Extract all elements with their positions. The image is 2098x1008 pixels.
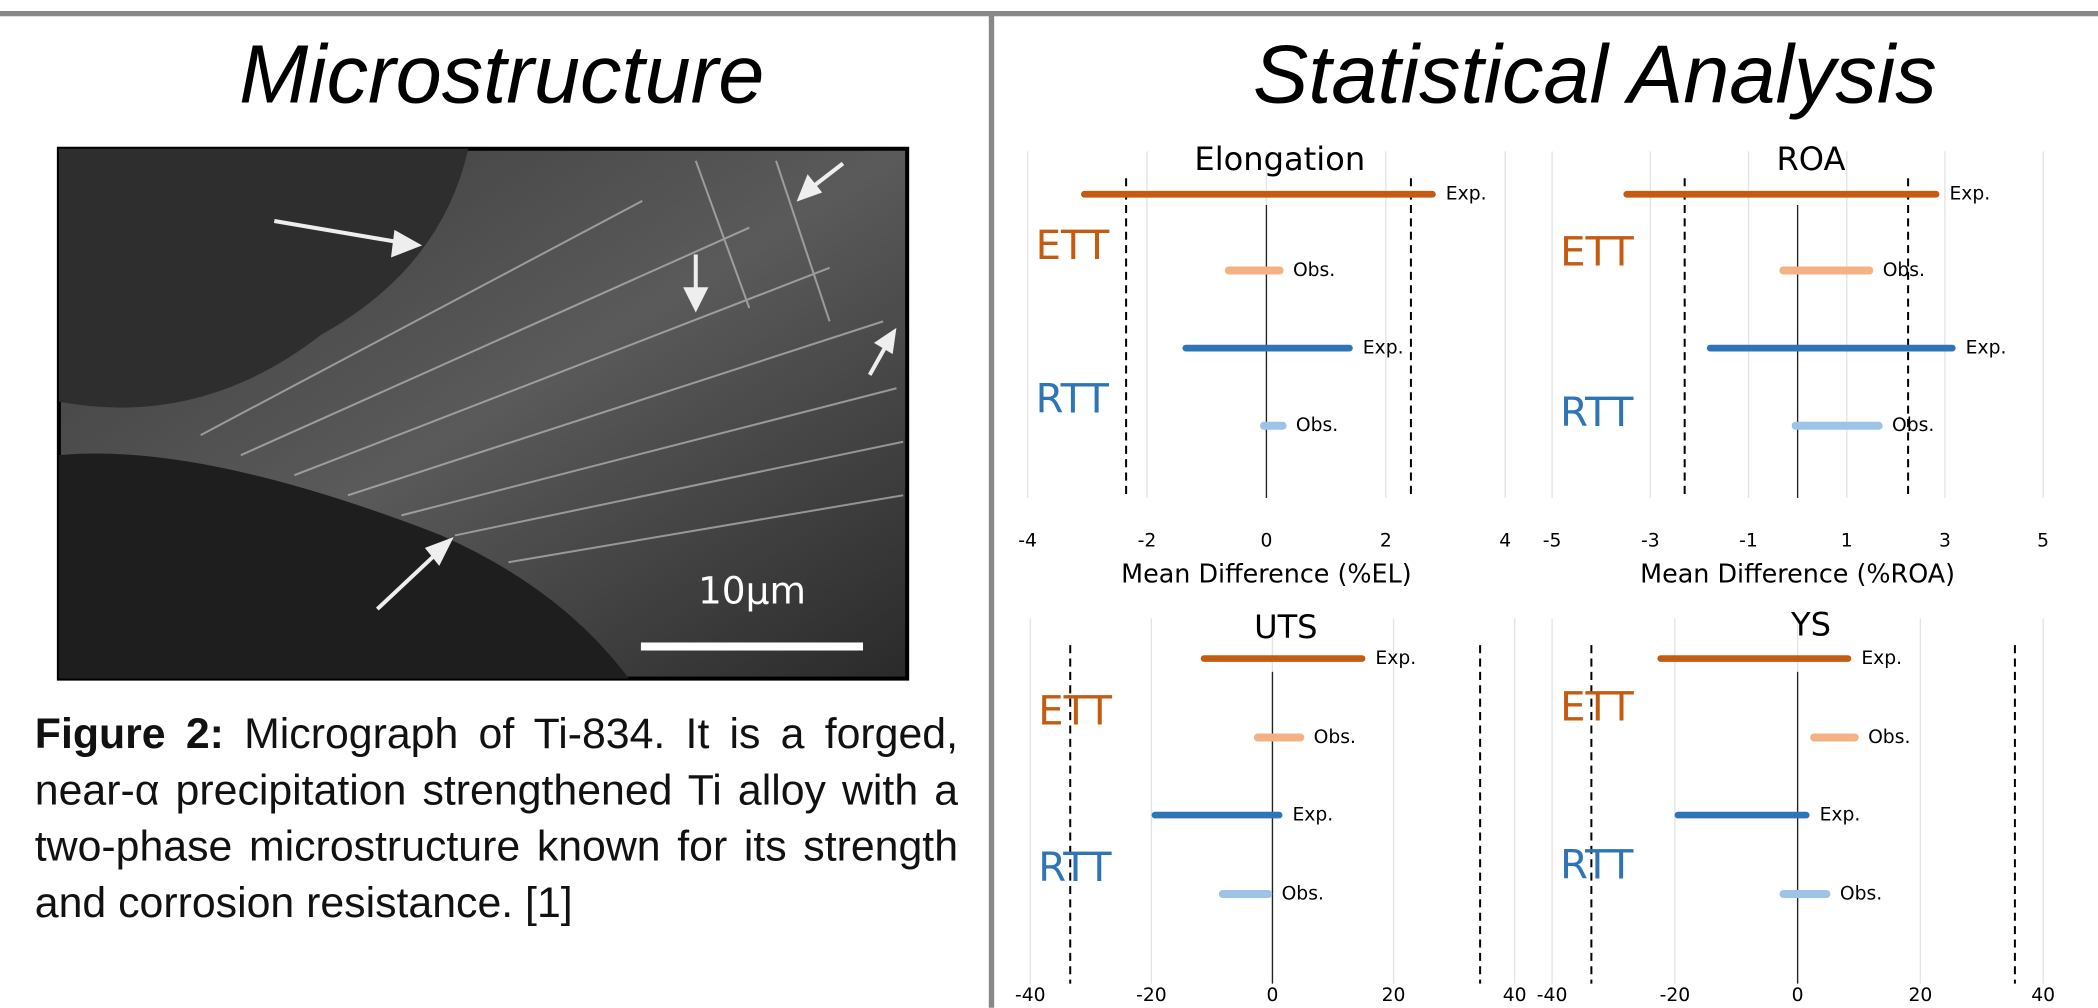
chart-title: ROA: [1776, 140, 1845, 178]
series-label: Obs.: [1883, 260, 1925, 281]
page: Microstructure Statistical Analysis 10µm…: [0, 0, 2098, 1008]
series-label: Obs.: [1282, 884, 1324, 905]
x-tick-label: -40: [1537, 985, 1568, 1006]
series-label: Obs.: [1296, 415, 1338, 436]
series-label: Exp.: [1861, 648, 1902, 669]
series-label: Obs.: [1314, 727, 1356, 748]
series-label: Exp.: [1446, 184, 1487, 205]
x-tick-label: 3: [1939, 530, 1951, 551]
x-tick-label: 0: [1260, 530, 1272, 551]
x-tick-label: -1: [1739, 530, 1758, 551]
group-label: RTT: [1560, 842, 1634, 888]
x-tick-label: 5: [2037, 530, 2049, 551]
caption: Figure 2: Micrograph of Ti-834. It is a …: [35, 705, 958, 994]
series-label: Obs.: [1892, 415, 1934, 436]
x-tick-label: -40: [1015, 985, 1046, 1006]
series-label: Obs.: [1840, 884, 1882, 905]
x-tick-label: 40: [1503, 985, 1527, 1006]
poster: Microstructure Statistical Analysis 10µm…: [0, 0, 2098, 1008]
x-tick-label: -4: [1018, 530, 1037, 551]
caption-text: Figure 2: Micrograph of Ti-834. It is a …: [35, 705, 958, 930]
x-tick-label: 1: [1841, 530, 1853, 551]
caption-label: Figure 2:: [35, 709, 224, 757]
scale-bar: [641, 642, 863, 650]
group-label: ETT: [1038, 688, 1112, 734]
group-label: ETT: [1560, 684, 1634, 730]
x-tick-label: 20: [1382, 985, 1406, 1006]
x-tick-label: 40: [2031, 985, 2055, 1006]
micrograph: 10µm: [59, 149, 907, 679]
x-tick-label: -20: [1136, 985, 1167, 1006]
chart-title: UTS: [1254, 608, 1318, 646]
series-label: Exp.: [1966, 338, 2007, 359]
group-label: RTT: [1038, 845, 1112, 891]
series-label: Obs.: [1293, 260, 1335, 281]
group-label: ETT: [1036, 223, 1110, 269]
group-label: RTT: [1560, 390, 1634, 436]
x-tick-label: 20: [1908, 985, 1932, 1006]
group-label: RTT: [1036, 377, 1110, 423]
series-label: Exp.: [1949, 184, 1990, 205]
x-axis-label: Mean Difference (%ROA): [1640, 559, 1955, 589]
x-tick-label: 0: [1792, 985, 1804, 1006]
chart-title: YS: [1790, 605, 1831, 643]
series-label: Exp.: [1820, 805, 1861, 826]
chart-title: Elongation: [1194, 140, 1365, 178]
series-label: Exp.: [1292, 805, 1333, 826]
x-tick-label: -5: [1543, 530, 1562, 551]
series-label: Obs.: [1868, 727, 1910, 748]
group-label: ETT: [1560, 229, 1634, 275]
x-tick-label: -20: [1660, 985, 1691, 1006]
x-tick-label: 0: [1266, 985, 1278, 1006]
series-label: Exp.: [1363, 338, 1404, 359]
x-tick-label: -2: [1138, 530, 1157, 551]
left-title: Microstructure: [239, 27, 764, 120]
x-tick-label: -3: [1641, 530, 1660, 551]
scale-label: 10µm: [698, 568, 806, 612]
x-axis-label: Mean Difference (%EL): [1121, 559, 1412, 589]
x-tick-label: 4: [1499, 530, 1511, 551]
x-tick-label: 2: [1380, 530, 1392, 551]
right-title: Statistical Analysis: [1253, 27, 1937, 120]
series-label: Exp.: [1375, 648, 1416, 669]
